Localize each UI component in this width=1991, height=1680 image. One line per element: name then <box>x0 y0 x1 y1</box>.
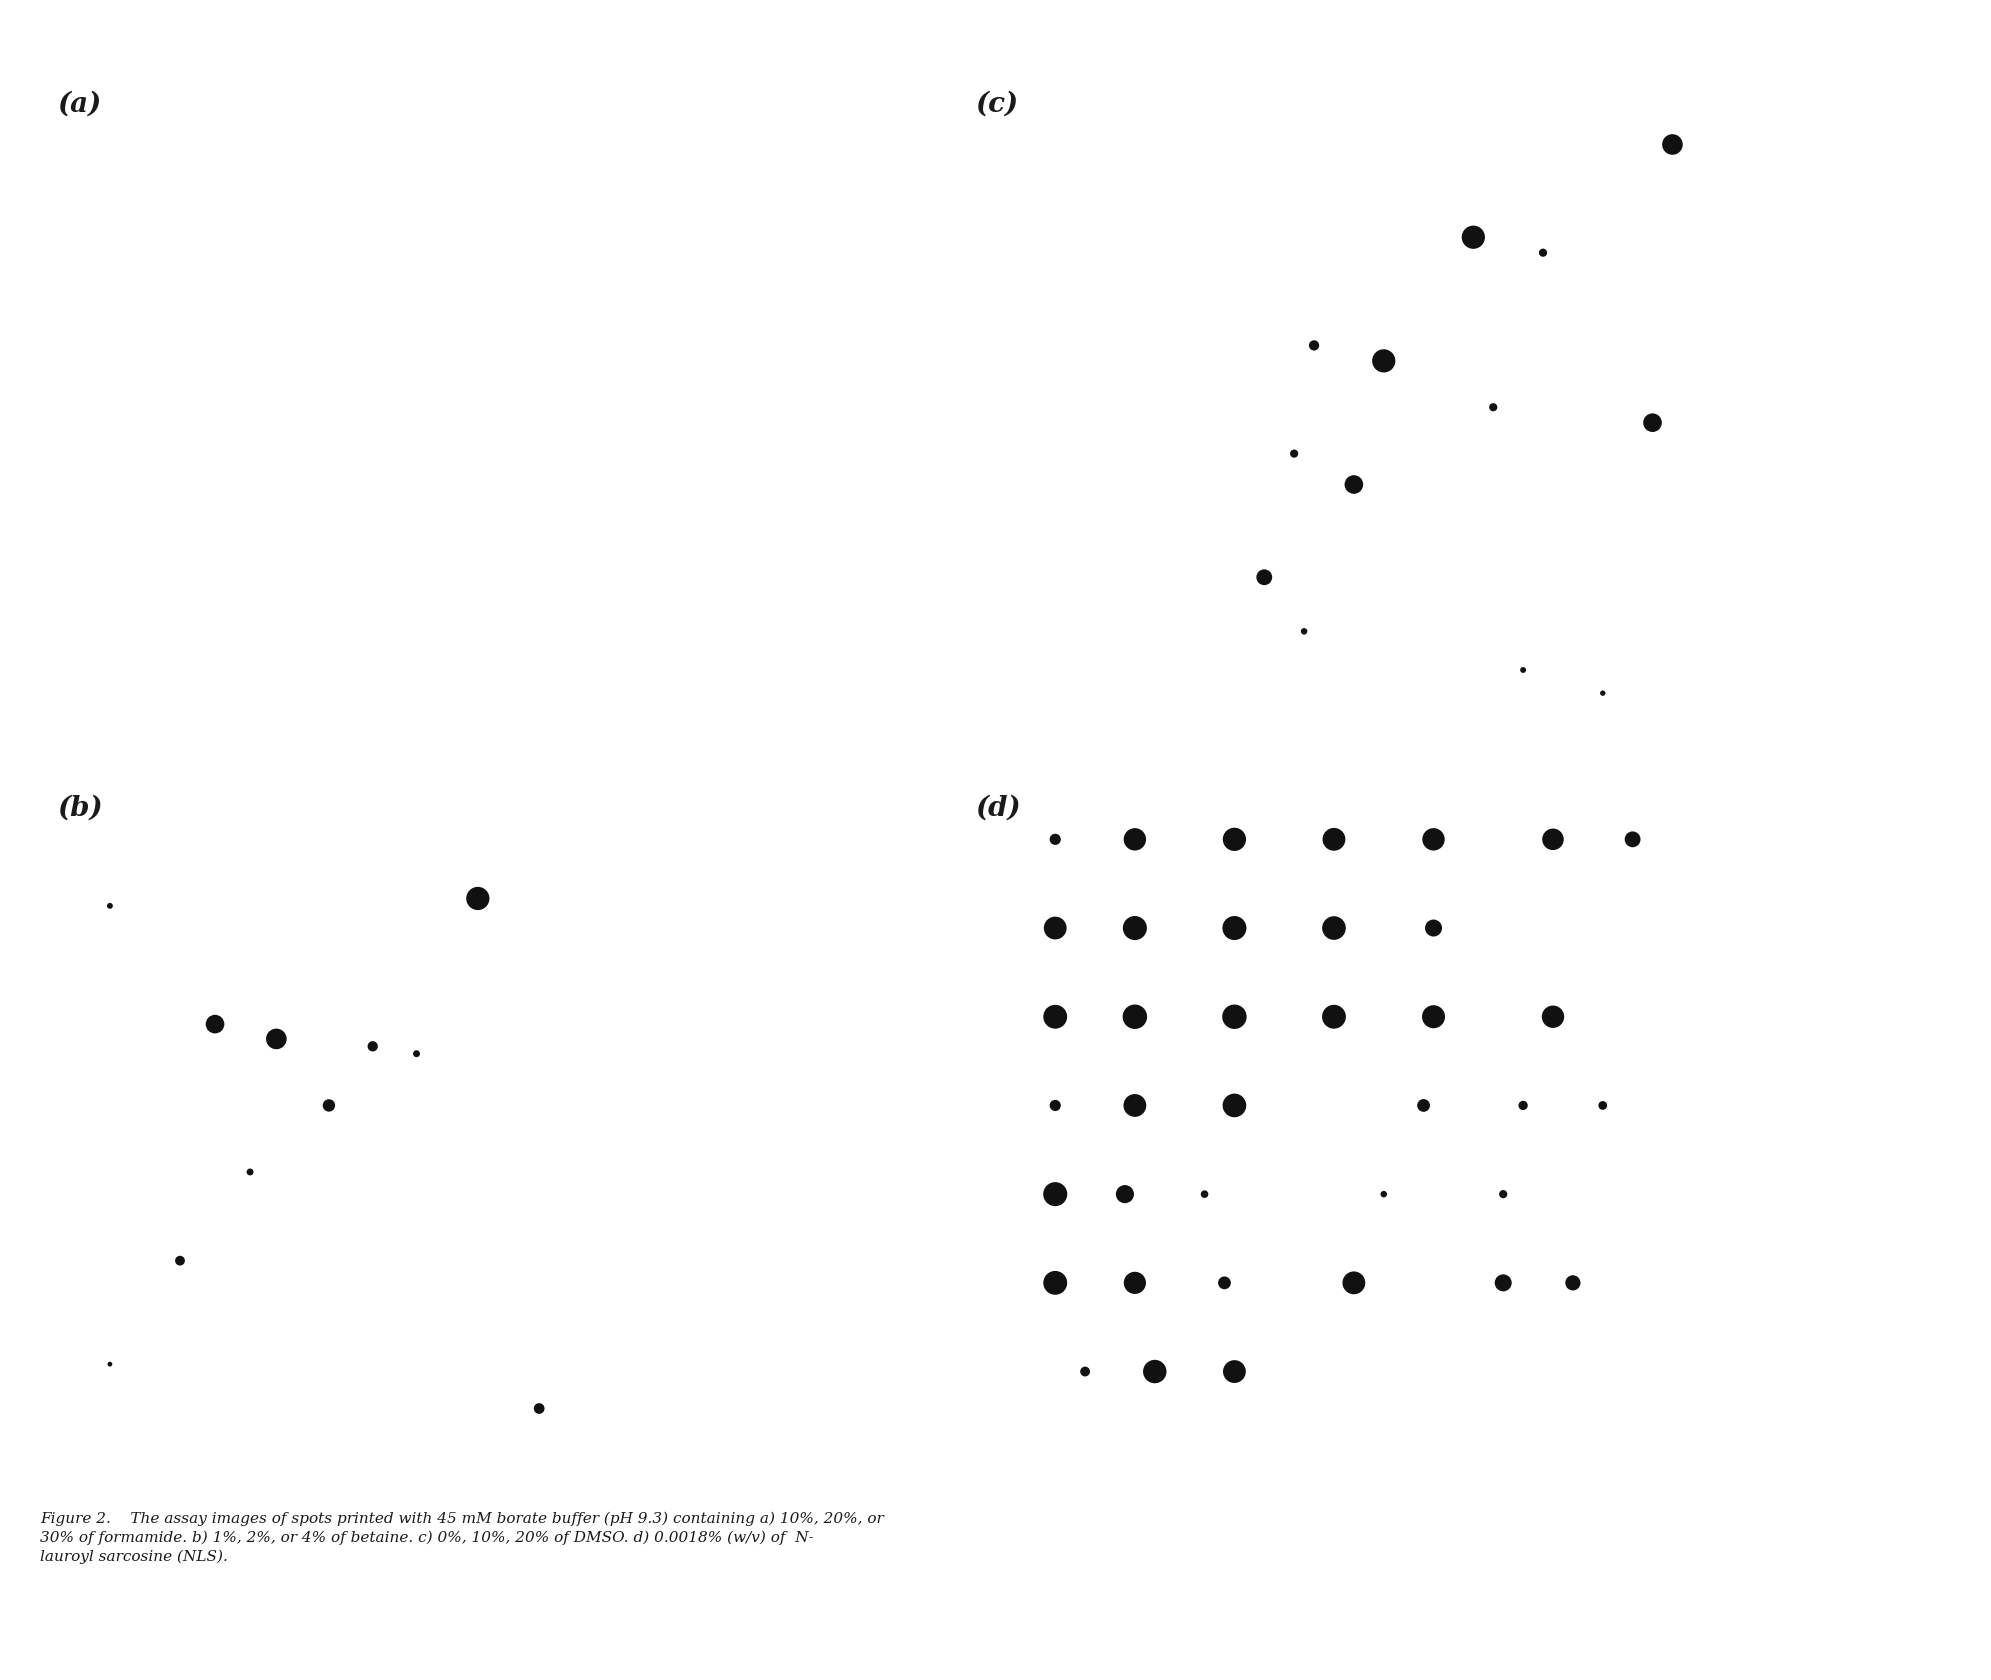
Point <box>1218 914 1250 941</box>
Point <box>1119 827 1151 853</box>
Point <box>1119 914 1151 941</box>
Point <box>1338 470 1370 497</box>
Point <box>1617 827 1649 853</box>
Point <box>1218 1357 1250 1384</box>
Point <box>1368 348 1400 375</box>
Point <box>1119 1270 1151 1297</box>
Point <box>1507 657 1539 684</box>
Point <box>1189 1181 1220 1208</box>
Point <box>1248 564 1280 591</box>
Point <box>94 1351 125 1378</box>
Point <box>400 1040 432 1067</box>
Point <box>199 1011 231 1038</box>
Point <box>1457 223 1489 250</box>
Point <box>261 1025 293 1052</box>
Point <box>163 1247 195 1273</box>
Point <box>1657 131 1688 158</box>
Point <box>313 1092 344 1119</box>
Point <box>1039 914 1071 941</box>
Point <box>356 1033 388 1060</box>
Point <box>1318 1003 1350 1030</box>
Point <box>1039 1092 1071 1119</box>
Point <box>1587 680 1619 707</box>
Point <box>1418 914 1449 941</box>
Point <box>1119 1092 1151 1119</box>
Point <box>1318 914 1350 941</box>
Point <box>1537 1003 1569 1030</box>
Point <box>1527 239 1559 265</box>
Text: (b): (b) <box>58 795 104 822</box>
Point <box>1418 827 1449 853</box>
Point <box>1039 1270 1071 1297</box>
Point <box>235 1159 267 1186</box>
Point <box>1477 393 1509 420</box>
Point <box>1119 1003 1151 1030</box>
Point <box>1218 827 1250 853</box>
Point <box>1487 1181 1519 1208</box>
Point <box>1507 1092 1539 1119</box>
Point <box>1278 440 1310 467</box>
Point <box>1537 827 1569 853</box>
Point <box>1288 618 1320 645</box>
Point <box>1418 1003 1449 1030</box>
Point <box>1338 1270 1370 1297</box>
Point <box>1209 1270 1240 1297</box>
Text: (d): (d) <box>976 795 1021 822</box>
Point <box>1039 1181 1071 1208</box>
Text: (a): (a) <box>58 91 102 118</box>
Point <box>1318 827 1350 853</box>
Point <box>1557 1270 1589 1297</box>
Point <box>1218 1003 1250 1030</box>
Point <box>524 1394 555 1421</box>
Point <box>1069 1357 1101 1384</box>
Point <box>1109 1181 1141 1208</box>
Point <box>1368 1181 1400 1208</box>
Point <box>94 892 125 919</box>
Point <box>1408 1092 1439 1119</box>
Point <box>1487 1270 1519 1297</box>
Point <box>462 885 494 912</box>
Point <box>1039 1003 1071 1030</box>
Point <box>1298 333 1330 360</box>
Point <box>1637 410 1668 437</box>
Point <box>1039 827 1071 853</box>
Point <box>1139 1357 1171 1384</box>
Text: Figure 2.    The assay images of spots printed with 45 mM borate buffer (pH 9.3): Figure 2. The assay images of spots prin… <box>40 1512 884 1564</box>
Point <box>1218 1092 1250 1119</box>
Text: (c): (c) <box>976 91 1019 118</box>
Point <box>1587 1092 1619 1119</box>
